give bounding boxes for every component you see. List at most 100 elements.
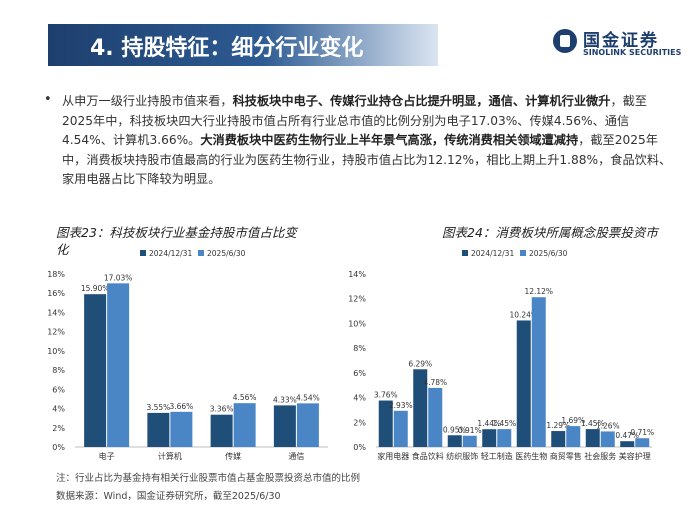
chart-2-data-label: 1.69% [561,416,585,425]
chart-2-ytick: 14% [348,270,366,279]
chart-2-ytick: 12% [348,295,366,304]
chart-2-xtick: 食品饮料 [412,451,444,461]
chart-1-ytick: 2% [52,424,65,433]
chart-2-data-label: 1.44% [477,419,501,428]
para-seg-2: 科技板块中电子、传媒行业持仓占比提升明显，通信、计算机行业微升 [232,94,611,108]
chart-1-data-label: 4.33% [273,395,297,404]
chart-1-ytick: 12% [47,328,65,337]
chart-2-ytick: 8% [353,344,366,353]
chart-2-ytick: 2% [353,418,366,427]
chart-1-bar [210,414,233,447]
chart-24-title: 图表24：消费板块所属概念股票投资市 [442,225,658,240]
chart-2-bar [585,429,600,447]
title-banner: 4. 持股特征：细分行业变化 [0,24,438,66]
para-seg-5: ，截至2025年中，消费板块持股市值最高的行业为医药生物行业，持股市值占比为12… [62,133,672,186]
para-seg-4: 大消费板块中医药生物行业上半年景气高涨，传统消费相关领域遭减持 [200,133,579,147]
chart-2-legend-label: 2025/6/30 [529,249,568,258]
chart-1-bar [147,412,170,447]
chart-2-data-label: 0.47% [615,431,639,440]
chart-2-ytick: 4% [353,394,366,403]
logo-text-en: SINOLINK SECURITIES [583,48,682,57]
chart-1-bar [296,403,319,447]
chart-2-bar [551,431,566,447]
chart-23-title: 图表23：科技板块行业基金持股市值占比变化 [56,225,297,257]
chart-1-xtick: 计算机 [158,451,182,461]
chart-1-bar [273,405,296,447]
chart-2-data-label: 3.76% [374,391,398,400]
chart-2-bar [620,441,635,447]
chart-1-data-label: 15.90% [81,284,110,293]
para-seg-1: 从申万一级行业持股市值来看， [62,94,233,108]
chart-2-data-label: 0.95% [443,425,467,434]
chart-1-xtick: 电子 [99,451,115,461]
chart-1-data-label: 4.56% [233,393,257,402]
chart-2-bar [600,431,615,447]
chart-1-ytick: 4% [52,405,65,414]
chart-2-legend-swatch [520,250,526,256]
chart-1-ytick: 10% [47,347,65,356]
chart-2-data-label: 12.12% [524,287,553,296]
chart-2-data-label: 6.29% [408,359,432,368]
chart-2-xtick: 纺织服饰 [446,451,478,461]
chart-2-bar [482,429,497,447]
chart-1-legend-label: 2025/6/30 [207,249,246,258]
title-band [48,24,438,66]
chart-1-xtick: 传媒 [225,451,241,461]
chart-1-data-label: 17.03% [104,273,133,282]
chart-2-bar [497,429,512,447]
chart-1-ytick: 14% [47,308,65,317]
summary-paragraph: 从申万一级行业持股市值来看，科技板块中电子、传媒行业持仓占比提升明显，通信、计算… [62,92,674,190]
chart-2-bar [413,369,428,447]
logo-text-cn: 国金证券 [583,31,659,51]
chart-2-bar [378,400,393,447]
chart-2-xtick: 医药生物 [515,451,547,461]
chart-2-data-label: 1.26% [596,421,620,430]
chart-2-bar [516,320,531,447]
chart-2-ytick: 6% [353,369,366,378]
chart-1-data-label: 3.66% [169,402,193,411]
chart-1-ytick: 0% [52,443,65,452]
chart-1-bar [233,403,256,447]
chart-2-data-label: 4.78% [423,378,447,387]
chart-1-ytick: 18% [47,270,65,279]
chart-2-xtick: 商贸零售 [550,451,582,461]
footnote: 注：行业占比为基金持有相关行业股票市值占基金股票投资总市值的比例 [56,473,361,484]
chart-1-legend-swatch [198,250,204,256]
chart-2-ytick: 10% [348,319,366,328]
chart-1-data-label: 3.55% [146,403,170,412]
chart-1-ytick: 16% [47,289,65,298]
chart-2-xtick: 家用电器 [377,451,409,461]
chart-2-bar [635,438,650,447]
chart-1-ytick: 6% [52,385,65,394]
chart-2-legend-swatch [462,250,468,256]
chart-1-legend-swatch [140,250,146,256]
chart-2-data-label: 0.71% [630,428,654,437]
company-logo: 国金证券 SINOLINK SECURITIES [553,26,693,66]
chart-1-xtick: 通信 [288,451,304,461]
chart-2-data-label: 1.45% [492,419,516,428]
chart-2-xtick: 社会服务 [584,451,616,461]
chart-1-bar [107,283,130,447]
chart-2-data-label: 10.24% [509,310,538,319]
chart-2-data-label: 1.29% [546,421,570,430]
chart-2-bar [462,435,477,447]
chart-2-bar [393,410,408,447]
chart-2-legend-label: 2024/12/31 [471,249,514,258]
para-seg-3: ，截至2025年中，科技板块四大行业持股市值占所有行业总市值的比例分别为电子17… [62,94,647,147]
chart-2-ytick: 0% [353,443,366,452]
chart-1-bar [84,294,107,447]
chart-2-bar [447,435,462,447]
chart-2-xtick: 美容护理 [619,451,651,461]
chart-2-bar [531,297,546,447]
chart-1-bar [170,411,193,447]
chart-1-legend-label: 2024/12/31 [149,249,192,258]
chart-2-xtick: 轻工制造 [481,451,513,461]
data-source: 数据来源：Wind，国金证券研究所，截至2025/6/30 [56,491,281,502]
chart-1-ytick: 8% [52,366,65,375]
chart-2-data-label: 2.93% [389,401,413,410]
logo-mark-icon [553,29,577,53]
chart-2-bar [566,426,581,447]
chart-1-data-label: 3.36% [210,405,234,414]
chart-2-data-label: 0.91% [458,426,482,435]
